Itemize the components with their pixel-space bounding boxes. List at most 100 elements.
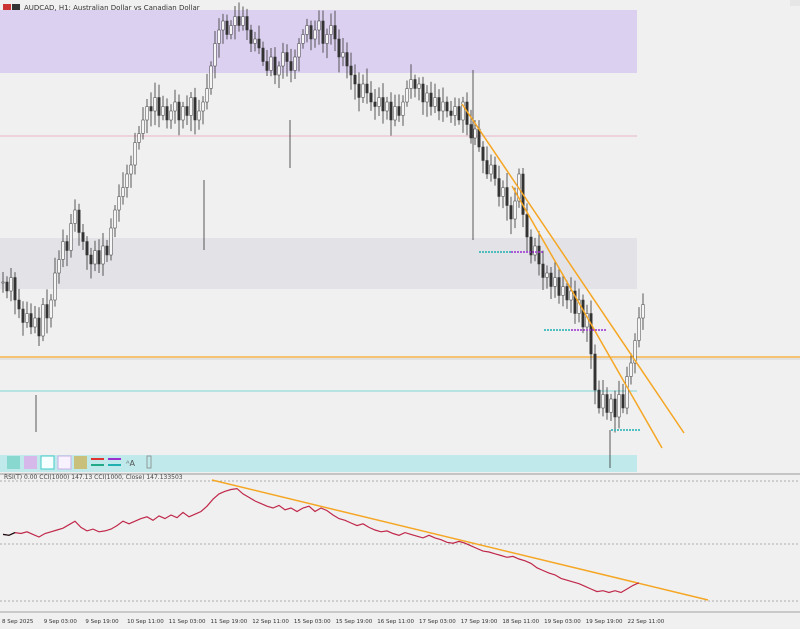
red-green-lines-icon[interactable] — [91, 458, 104, 466]
candle-body — [37, 317, 41, 337]
candle-body — [641, 304, 645, 319]
dot-level-cyan — [491, 251, 493, 253]
dot-level-cyan — [506, 251, 508, 253]
indicator-label: RSI(T) 0.00 CCI(1000) 147.13 CCI(1000, C… — [4, 474, 183, 481]
x-axis-labels: 8 Sep 2025 9 Sep 03:00 9 Sep 19:00 10 Sep 1… — [2, 619, 665, 625]
dot-level-cyan — [479, 251, 481, 253]
candle-body — [345, 52, 349, 67]
candle-body — [281, 52, 285, 67]
dot-level-cyan — [482, 251, 484, 253]
trendline-cci[interactable] — [211, 479, 709, 601]
candle-body — [581, 299, 585, 328]
candle-body — [541, 263, 545, 278]
candle-body — [609, 398, 613, 413]
scroll-handle[interactable] — [790, 0, 800, 6]
trendline-main-upper[interactable] — [461, 103, 685, 434]
candle-body — [209, 65, 213, 89]
candle-body — [241, 16, 245, 26]
x-tick-label: 8 Sep 2025 — [2, 619, 34, 625]
purple-cyan-lines-icon[interactable] — [108, 458, 121, 466]
candle-body — [45, 304, 49, 319]
candle-body — [245, 16, 249, 31]
candle-body — [365, 83, 369, 94]
candle-body — [501, 187, 505, 197]
candle-body — [485, 160, 489, 175]
dot-level-purple — [592, 329, 594, 331]
candle-body — [513, 200, 517, 220]
candle-body — [317, 20, 321, 31]
dot-level-purple — [583, 329, 585, 331]
candle-body — [249, 29, 253, 44]
text-size-icon[interactable]: ᴬA — [126, 459, 135, 468]
x-tick-label: 11 Sep 03:00 — [169, 619, 206, 625]
x-tick-label: 17 Sep 03:00 — [419, 619, 456, 625]
x-tick-label: 12 Sep 11:00 — [252, 619, 289, 625]
trendline-main-lower[interactable] — [511, 185, 663, 449]
candle-body — [65, 241, 69, 251]
candle-body — [473, 128, 477, 139]
candle-body — [349, 65, 353, 76]
candle-body — [265, 61, 269, 71]
candle-body — [617, 394, 621, 418]
candle-body — [201, 101, 205, 112]
candle-body — [453, 106, 457, 116]
candle-body — [537, 245, 541, 265]
dot-level-cyan — [562, 329, 564, 331]
dot-level-cyan — [500, 251, 502, 253]
cyan-outline-swatch-icon[interactable] — [40, 455, 55, 470]
candle-body — [25, 313, 29, 323]
dot-level-cyan — [635, 429, 637, 431]
candle-body — [557, 277, 561, 296]
dot-level-cyan — [509, 251, 511, 253]
candle-body — [289, 61, 293, 71]
candle-body — [233, 16, 237, 26]
dot-level-purple — [589, 329, 591, 331]
candle-body — [461, 101, 465, 121]
candle-body — [177, 101, 181, 121]
dot-level-purple — [580, 329, 582, 331]
candle-body — [169, 110, 173, 121]
symbol-icon — [3, 4, 11, 10]
lavender-outline-swatch-icon[interactable] — [57, 455, 72, 470]
candle-body — [589, 313, 593, 355]
candle-body — [181, 106, 185, 121]
candle-body — [621, 394, 625, 409]
tool-handle-icon[interactable] — [146, 455, 152, 469]
candle-body — [353, 74, 357, 85]
dot-level-cyan — [629, 429, 631, 431]
dot-level-purple — [601, 329, 603, 331]
candle-body — [573, 290, 577, 314]
candle-body — [381, 97, 385, 112]
candle-body — [397, 106, 401, 116]
candle-body — [217, 29, 221, 44]
dot-level-cyan — [565, 329, 567, 331]
candle-body — [293, 56, 297, 71]
teal-swatch-icon[interactable] — [7, 456, 20, 469]
dot-level-purple — [574, 329, 576, 331]
candle-body — [285, 52, 289, 62]
olive-swatch-icon[interactable] — [74, 456, 87, 469]
candle-body — [97, 250, 101, 265]
candle-body — [545, 272, 549, 278]
candle-body — [389, 101, 393, 121]
cci-layer — [2, 487, 640, 594]
candle-body — [329, 25, 333, 35]
x-tick-label: 19 Sep 03:00 — [544, 619, 581, 625]
candle-body — [21, 308, 25, 323]
dot-level-cyan — [488, 251, 490, 253]
candle-body — [193, 97, 197, 121]
candle-body — [161, 106, 165, 116]
lavender-swatch-icon[interactable] — [24, 456, 37, 469]
candle-body — [489, 164, 493, 175]
dot-level-purple — [598, 329, 600, 331]
dot-level-cyan — [485, 251, 487, 253]
x-tick-label: 18 Sep 11:00 — [502, 619, 539, 625]
dot-level-cyan — [544, 329, 546, 331]
dot-level-purple — [604, 329, 606, 331]
dot-level-purple — [577, 329, 579, 331]
dot-level-cyan — [559, 329, 561, 331]
candle-body — [565, 286, 569, 301]
candle-body — [185, 106, 189, 116]
